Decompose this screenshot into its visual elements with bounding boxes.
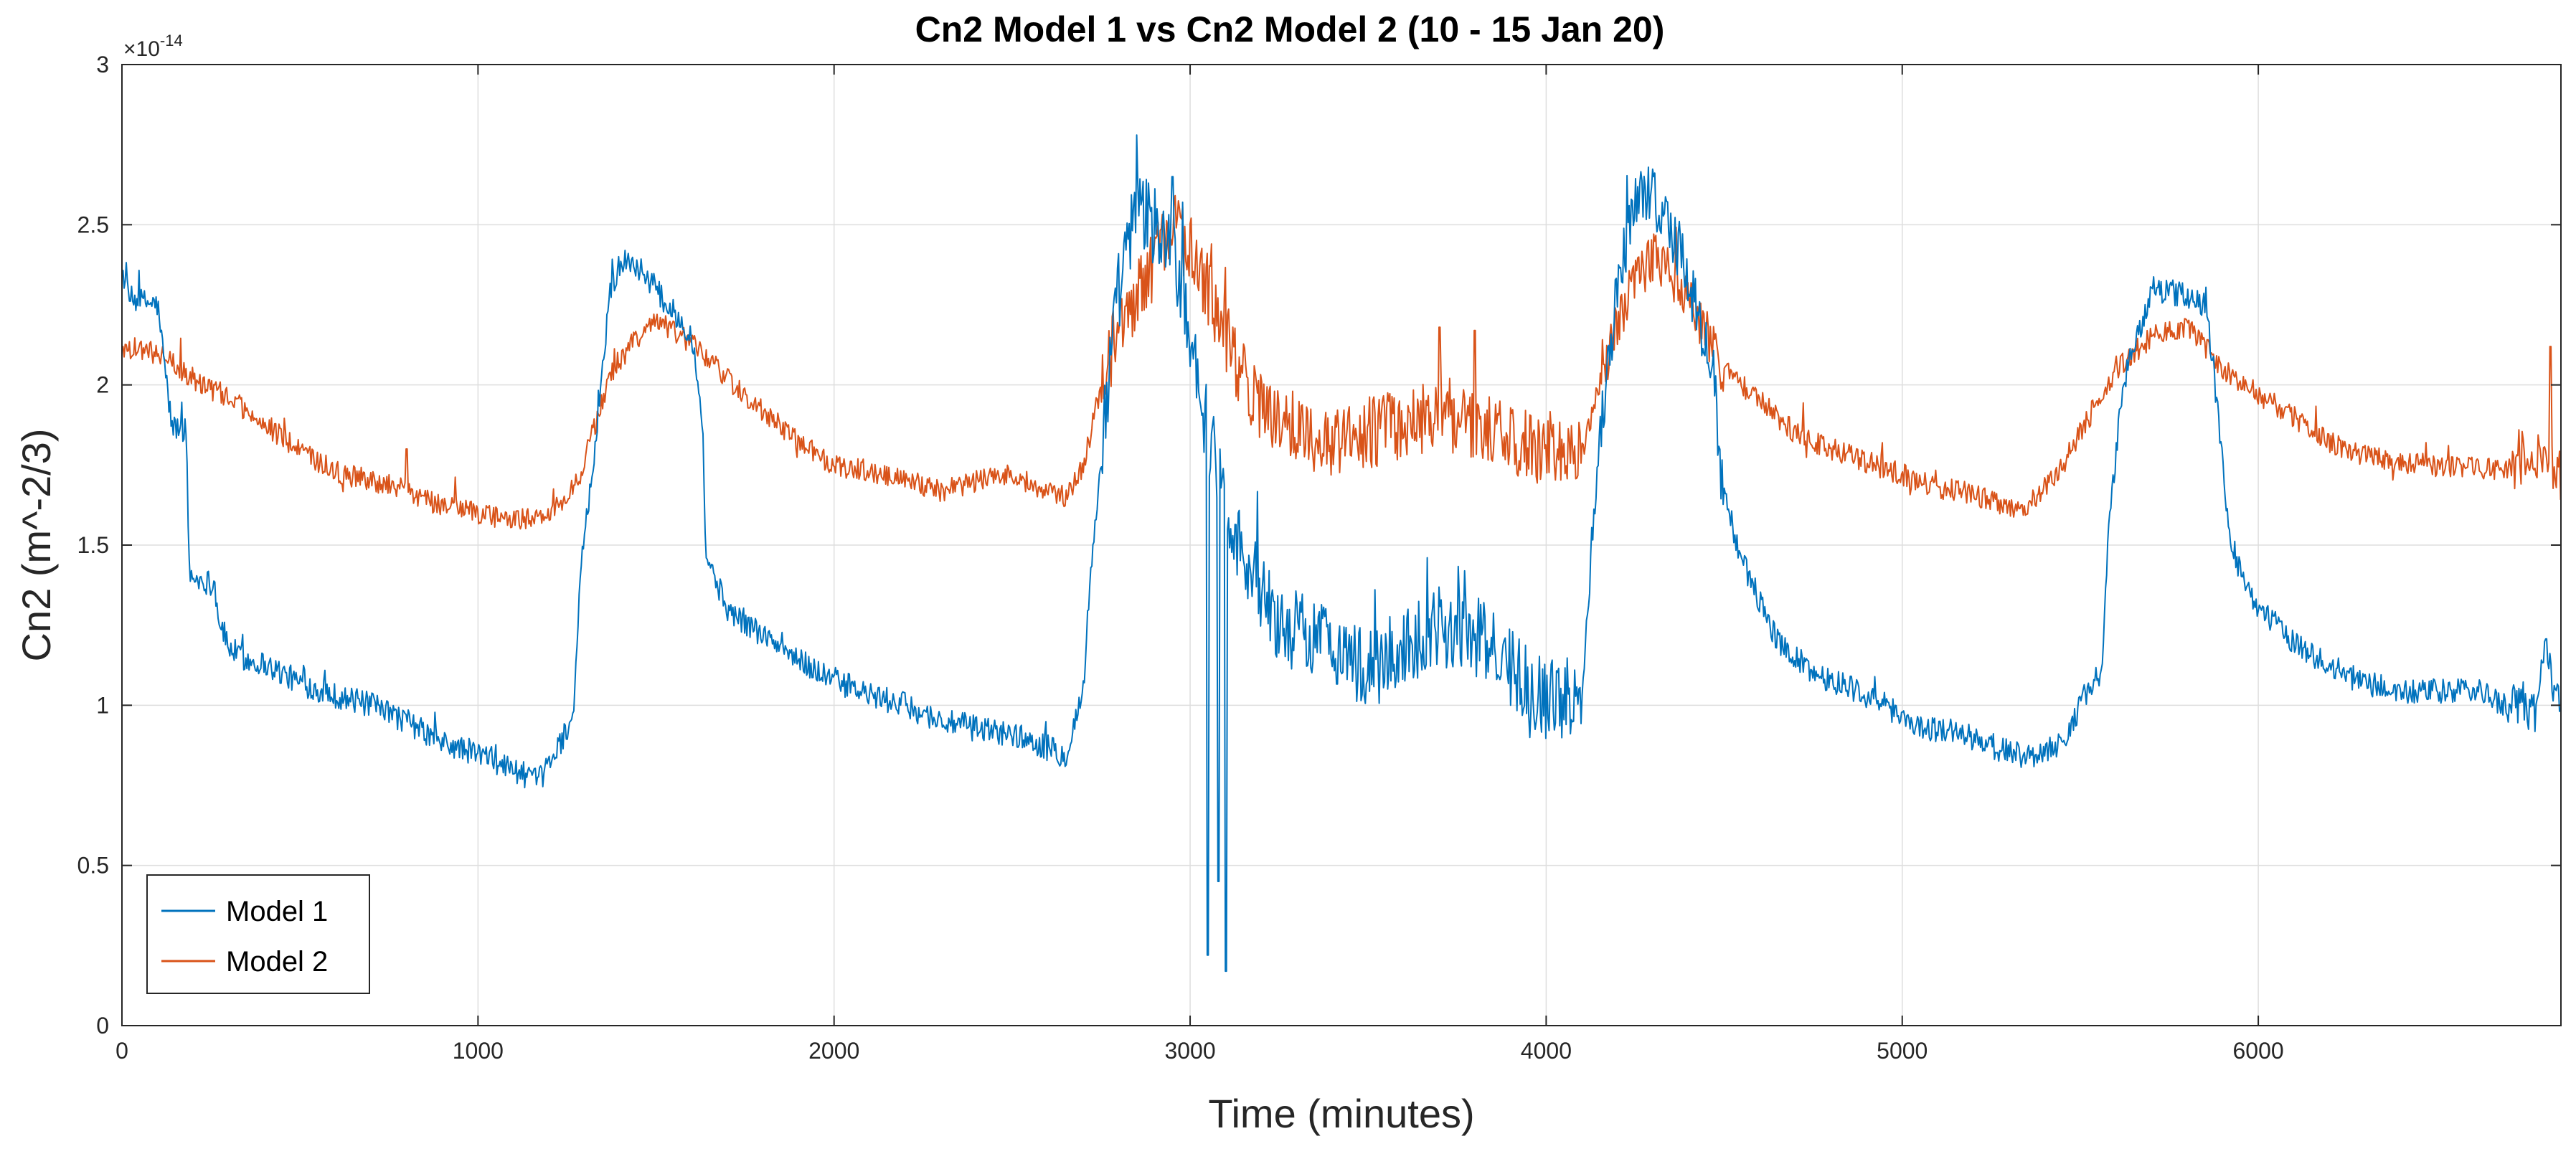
chart-title: Cn2 Model 1 vs Cn2 Model 2 (10 - 15 Jan … (915, 9, 1665, 49)
x-tick-label: 5000 (1877, 1038, 1928, 1064)
x-tick-label: 0 (115, 1038, 128, 1064)
y-tick-label: 1.5 (77, 532, 109, 558)
y-tick-label: 0 (96, 1013, 109, 1039)
y-axis-title: Cn2 (m^-2/3) (14, 428, 59, 661)
x-tick-label: 4000 (1521, 1038, 1572, 1064)
axes: 0 1000 2000 3000 4000 5000 6000 0 0.5 1 1.5 2 2.5 3 (77, 52, 2561, 1064)
x-axis-title: Time (minutes) (1208, 1091, 1474, 1136)
y-tick-label: 2 (96, 372, 109, 398)
legend: Model 1 Model 2 (146, 874, 370, 994)
x-tick-label: 1000 (453, 1038, 504, 1064)
y-exponent-base: ×10 (123, 37, 160, 61)
series-line-model-2 (121, 194, 2562, 530)
y-tick-label: 3 (96, 52, 109, 77)
legend-label-model-2: Model 2 (226, 946, 328, 978)
legend-box (146, 874, 370, 994)
y-exponent-label: ×10-14 (123, 32, 183, 61)
x-tick-label: 6000 (2233, 1038, 2284, 1064)
y-tick-label: 1 (96, 692, 109, 718)
series-line-model-1 (121, 134, 2562, 973)
y-exponent-power: -14 (160, 32, 183, 49)
x-tick-label: 3000 (1164, 1038, 1215, 1064)
legend-label-model-1: Model 1 (226, 896, 328, 927)
y-tick-label: 2.5 (77, 212, 109, 237)
y-tick-label: 0.5 (77, 853, 109, 879)
series-layer (121, 134, 2562, 973)
x-tick-label: 2000 (808, 1038, 859, 1064)
